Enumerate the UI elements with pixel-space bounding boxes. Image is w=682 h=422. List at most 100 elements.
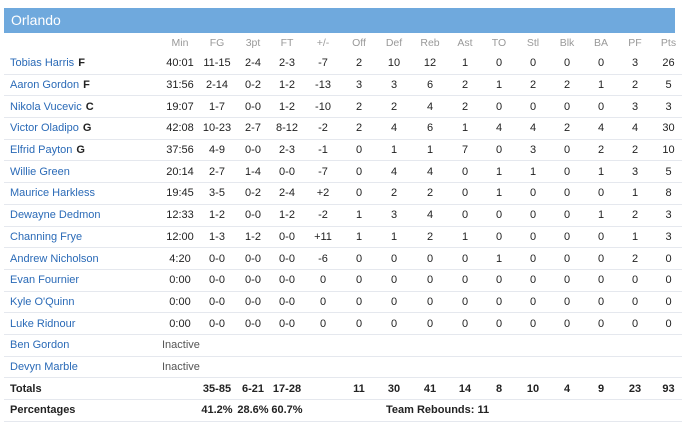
stat-cell: 2 (355, 100, 363, 113)
total-cell: 41 (423, 382, 437, 395)
player-link[interactable]: Aaron Gordon (10, 79, 80, 92)
player-link[interactable]: Elfrid Payton (10, 144, 73, 157)
stat-cell: 0-0 (209, 274, 225, 287)
stat-cell: 10 (662, 144, 675, 157)
player-cell: Ben Gordon (4, 334, 162, 356)
total-cell: 11 (353, 382, 365, 395)
stat-cell: 0 (390, 274, 398, 287)
stat-cell: 40:01 (166, 57, 194, 70)
stat-cell: 0 (597, 187, 605, 200)
stat-cell: 0 (597, 317, 605, 330)
stat-cell: 0-0 (209, 295, 225, 308)
stat-cell: 1 (390, 230, 398, 243)
stat-cell: 0 (390, 317, 398, 330)
table-row: Dewayne Dedmon 12:33 1-2 0-0 1-2 -2 1 3 4 0 0 0 0 1 2 3 (4, 204, 682, 226)
player-link[interactable]: Maurice Harkless (10, 187, 95, 200)
table-row: Nikola Vucevic C 19:07 1-7 0-0 1-2 -10 2 2 4 2 0 0 0 0… (4, 96, 682, 118)
player-cell: Andrew Nicholson (4, 248, 162, 270)
stat-cell: 0 (461, 317, 469, 330)
stat-cell: 0-0 (245, 317, 261, 330)
stat-cell: 1 (495, 165, 503, 178)
column-header: +/- (316, 37, 330, 49)
stat-cell: 0 (495, 230, 503, 243)
stat-cell: 12 (423, 57, 437, 70)
player-cell: Nikola Vucevic C (4, 96, 162, 118)
stat-cell: 1 (355, 230, 363, 243)
stat-cell: 0 (597, 274, 605, 287)
player-cell: Willie Green (4, 161, 162, 183)
stat-cell: 0 (597, 57, 605, 70)
stat-cell: +11 (314, 230, 332, 243)
stat-cell: 0 (529, 187, 537, 200)
player-link[interactable]: Victor Oladipo (10, 122, 79, 135)
column-header: Pts (660, 37, 677, 49)
stat-cell: -2 (318, 209, 328, 222)
player-link[interactable]: Evan Fournier (10, 274, 80, 287)
stat-cell: 1-2 (245, 230, 261, 243)
stat-cell: 0-0 (209, 317, 225, 330)
player-link[interactable]: Ben Gordon (10, 339, 70, 352)
stat-cell: 1 (390, 144, 398, 157)
table-row: Channing Frye 12:00 1-3 1-2 0-0 +11 1 1 2 1 0 0 0 0 1 3 (4, 226, 682, 248)
stat-cell: 4 (426, 100, 434, 113)
column-header: FG (209, 37, 225, 49)
table-row: Kyle O'Quinn 0:00 0-0 0-0 0-0 0 0 0 0 0 0 0 0 0 0 0 (4, 291, 682, 313)
stat-cell: 2-14 (205, 79, 229, 92)
stat-cell: 20:14 (166, 165, 194, 178)
player-link[interactable]: Dewayne Dedmon (10, 209, 101, 222)
stat-cell: 4 (495, 122, 503, 135)
player-link[interactable]: Kyle O'Quinn (10, 295, 75, 308)
totals-label: Totals (10, 382, 42, 395)
stat-cell: 0-0 (279, 317, 295, 330)
column-header: Ast (457, 37, 473, 49)
stat-cell: 0 (529, 57, 537, 70)
column-header: Blk (559, 37, 575, 49)
position-label: G (82, 122, 92, 135)
stat-cell: +2 (316, 187, 330, 200)
player-link[interactable]: Luke Ridnour (10, 317, 76, 330)
stat-cell: 0 (529, 230, 537, 243)
table-row: Devyn Marble Inactive (4, 356, 682, 378)
stat-cell: -2 (318, 122, 328, 135)
stat-cell: 0 (495, 295, 503, 308)
stat-cell: 19:45 (166, 187, 194, 200)
stat-cell: 1 (597, 209, 605, 222)
stat-cell: 2 (355, 57, 363, 70)
total-cell (162, 378, 198, 400)
empty-cell (162, 400, 198, 422)
player-link[interactable]: Willie Green (10, 165, 70, 178)
player-cell: Channing Frye (4, 226, 162, 248)
stat-cell: 2 (426, 187, 434, 200)
stat-cell: 2-7 (209, 165, 225, 178)
player-cell: Dewayne Dedmon (4, 204, 162, 226)
player-link[interactable]: Andrew Nicholson (10, 252, 99, 265)
position-label: F (83, 79, 90, 92)
player-link[interactable]: Devyn Marble (10, 360, 78, 373)
stat-cell: 0 (355, 274, 363, 287)
stat-cell: 2 (426, 230, 434, 243)
stat-cell: -6 (318, 252, 328, 265)
table-row: Ben Gordon Inactive (4, 334, 682, 357)
stat-cell: 0 (665, 295, 672, 308)
stat-cell: 2 (631, 79, 639, 92)
stat-cell: -10 (315, 100, 331, 113)
stat-cell: 2 (529, 79, 537, 92)
stat-cell: 0 (319, 274, 327, 287)
stat-cell: 0-0 (245, 144, 261, 157)
stat-cell: 2 (461, 79, 469, 92)
column-header: BA (593, 37, 608, 49)
stat-cell: 2 (390, 187, 398, 200)
stat-cell: 1 (495, 79, 503, 92)
stat-cell: 0 (426, 295, 434, 308)
stat-cell: 1 (597, 79, 605, 92)
stat-cell: 3 (631, 100, 639, 113)
stat-cell: 0-0 (245, 209, 261, 222)
player-link[interactable]: Channing Frye (10, 230, 83, 243)
total-cell: 17-28 (272, 382, 302, 395)
total-cell (304, 378, 342, 400)
stat-cell: 3 (390, 79, 398, 92)
stat-cell: 4 (426, 209, 434, 222)
player-link[interactable]: Tobias Harris (10, 57, 75, 70)
stat-cell: 0 (563, 274, 571, 287)
player-link[interactable]: Nikola Vucevic (10, 100, 82, 113)
